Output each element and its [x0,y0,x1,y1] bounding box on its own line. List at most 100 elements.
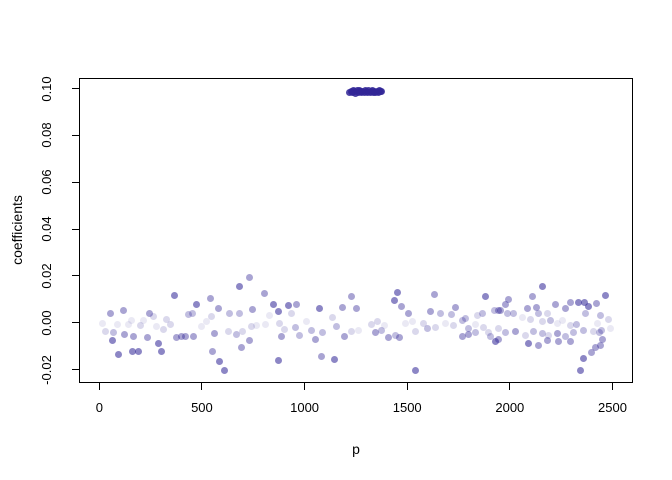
data-point [153,322,161,330]
data-point [558,317,566,325]
x-tick-label: 2500 [598,400,627,415]
data-point [405,309,413,317]
data-point [492,337,500,345]
data-point [340,332,348,340]
data-point [487,332,495,340]
y-tick-mark [72,181,79,183]
data-point [355,327,363,335]
data-point [482,292,490,300]
data-point [385,334,393,342]
data-point [458,332,466,340]
data-point [190,332,198,340]
data-point [448,311,456,319]
data-point [546,317,554,325]
data-point [472,329,480,337]
data-point [555,338,563,346]
data-point [302,317,310,325]
data-point [329,314,337,322]
data-point [224,327,232,335]
x-tick-mark [406,383,408,390]
data-point [525,339,533,347]
data-point [419,319,427,327]
x-axis-title: p [352,441,360,457]
data-point [216,357,224,365]
data-point [594,320,602,328]
data-point [570,329,578,337]
x-tick-label: 500 [191,400,213,415]
data-point [99,319,107,327]
data-point [372,329,380,337]
data-point [566,337,574,345]
data-point [238,344,246,352]
y-tick-label: 0.10 [39,75,54,102]
data-point [538,330,546,338]
data-point [129,347,137,355]
data-point [331,355,339,363]
data-point [527,316,535,324]
data-point [347,292,355,300]
data-point [265,311,273,319]
data-point [503,310,511,318]
data-point [287,309,295,317]
data-point [390,297,398,305]
x-tick-label: 2000 [495,400,525,415]
data-point [295,331,303,339]
data-point [221,366,229,374]
data-point [136,321,144,329]
data-point [535,310,543,318]
data-point [430,290,438,298]
data-point [596,311,604,319]
data-point [497,307,505,315]
x-tick-mark [98,383,100,390]
data-point [193,300,201,308]
data-point [561,305,569,313]
data-point [262,320,270,328]
data-point [108,336,116,344]
data-point [347,327,355,335]
data-point [581,298,589,306]
data-point [427,307,435,315]
data-point [178,332,186,340]
data-point [595,329,603,337]
data-point [505,296,513,304]
data-point [319,329,327,337]
data-point [395,333,403,341]
data-point [158,347,166,355]
data-point [538,318,546,326]
data-point [106,309,114,317]
x-tick-mark [509,383,511,390]
data-point [502,329,509,337]
data-point [590,328,598,336]
data-point [596,341,604,349]
data-point [378,327,386,335]
data-point [450,321,458,329]
data-point [398,302,406,310]
data-point [543,336,551,344]
data-point [114,320,122,328]
data-point [374,318,382,326]
data-point [473,311,481,319]
data-point [233,331,241,339]
data-point [274,307,282,315]
data-point [312,335,320,343]
data-point [553,319,561,327]
data-point [458,317,466,325]
x-tick-mark [201,383,203,390]
data-point [352,305,360,313]
data-point [173,334,181,342]
data-point [163,316,171,324]
data-point [442,319,450,327]
data-point [465,324,473,332]
x-tick-label: 1500 [392,400,422,415]
data-point [588,349,596,357]
data-point [580,354,587,362]
data-point [452,303,460,311]
data-point [551,301,559,309]
data-point [146,310,154,318]
data-point [378,87,386,95]
data-point [437,310,445,318]
data-point [591,343,599,351]
data-point [380,321,388,329]
data-point [235,282,243,290]
data-point [284,302,292,310]
